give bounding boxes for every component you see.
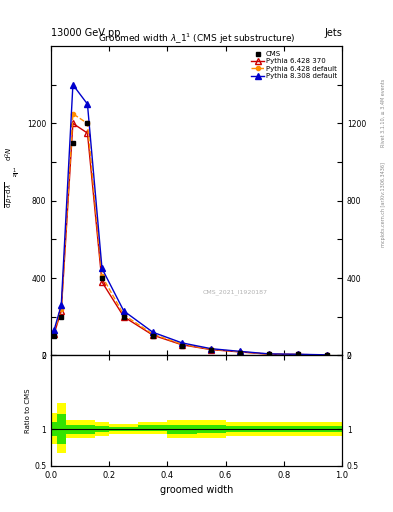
Pythia 6.428 370 bbox=[59, 308, 64, 314]
Text: CMS_2021_I1920187: CMS_2021_I1920187 bbox=[202, 290, 267, 295]
Line: Pythia 6.428 370: Pythia 6.428 370 bbox=[51, 121, 330, 358]
Pythia 6.428 370 bbox=[296, 351, 301, 357]
Pythia 8.308 default bbox=[238, 348, 242, 354]
Pythia 6.428 370 bbox=[85, 130, 90, 136]
Text: $\mathrm{d}^2N$: $\mathrm{d}^2N$ bbox=[4, 146, 15, 161]
Pythia 8.308 default bbox=[296, 351, 301, 357]
Pythia 6.428 default bbox=[100, 273, 105, 279]
CMS bbox=[85, 120, 90, 126]
CMS bbox=[325, 352, 330, 358]
Line: Pythia 8.308 default: Pythia 8.308 default bbox=[51, 82, 330, 358]
Pythia 8.308 default bbox=[59, 302, 64, 308]
Pythia 6.428 default bbox=[121, 312, 126, 318]
Legend: CMS, Pythia 6.428 370, Pythia 6.428 default, Pythia 8.308 default: CMS, Pythia 6.428 370, Pythia 6.428 defa… bbox=[250, 50, 338, 80]
Pythia 8.308 default bbox=[325, 352, 330, 358]
CMS bbox=[151, 333, 155, 339]
Pythia 6.428 370 bbox=[51, 331, 56, 337]
Pythia 8.308 default bbox=[180, 340, 184, 346]
Pythia 8.308 default bbox=[51, 327, 56, 333]
Pythia 6.428 default bbox=[59, 306, 64, 312]
Pythia 8.308 default bbox=[71, 82, 75, 88]
Pythia 6.428 370 bbox=[100, 279, 105, 285]
Y-axis label: Ratio to CMS: Ratio to CMS bbox=[25, 389, 31, 433]
Pythia 8.308 default bbox=[121, 308, 126, 314]
Pythia 6.428 default bbox=[85, 120, 90, 126]
CMS bbox=[71, 140, 75, 146]
Pythia 6.428 370 bbox=[267, 351, 272, 357]
Text: $\overline{\mathrm{d}\,p_T\,\mathrm{d}\,\lambda}$: $\overline{\mathrm{d}\,p_T\,\mathrm{d}\,… bbox=[4, 182, 15, 207]
Pythia 6.428 370 bbox=[238, 349, 242, 355]
Pythia 6.428 default bbox=[209, 346, 213, 352]
Text: Rivet 3.1.10, ≥ 3.4M events: Rivet 3.1.10, ≥ 3.4M events bbox=[381, 78, 386, 147]
Pythia 6.428 default bbox=[296, 351, 301, 357]
Line: Pythia 6.428 default: Pythia 6.428 default bbox=[52, 112, 329, 357]
Pythia 8.308 default bbox=[85, 101, 90, 107]
Text: $\frac{1}{N}$: $\frac{1}{N}$ bbox=[12, 167, 17, 181]
Pythia 8.308 default bbox=[100, 265, 105, 271]
CMS bbox=[100, 275, 105, 281]
CMS bbox=[209, 347, 213, 353]
Line: CMS: CMS bbox=[52, 121, 329, 357]
Pythia 6.428 default bbox=[71, 111, 75, 117]
Text: Jets: Jets bbox=[324, 28, 342, 38]
Text: 13000 GeV pp: 13000 GeV pp bbox=[51, 28, 121, 38]
Pythia 6.428 370 bbox=[325, 352, 330, 358]
CMS bbox=[59, 314, 64, 320]
Pythia 6.428 370 bbox=[151, 332, 155, 338]
Text: mcplots.cern.ch [arXiv:1306.3436]: mcplots.cern.ch [arXiv:1306.3436] bbox=[381, 162, 386, 247]
Pythia 6.428 default bbox=[325, 352, 330, 358]
CMS bbox=[267, 351, 272, 357]
Pythia 6.428 default bbox=[180, 341, 184, 347]
CMS bbox=[238, 350, 242, 356]
CMS bbox=[51, 333, 56, 339]
CMS bbox=[180, 343, 184, 349]
X-axis label: groomed width: groomed width bbox=[160, 485, 233, 495]
Pythia 6.428 default bbox=[151, 331, 155, 337]
Pythia 6.428 370 bbox=[209, 347, 213, 353]
CMS bbox=[121, 314, 126, 320]
CMS bbox=[296, 351, 301, 357]
Pythia 6.428 default bbox=[51, 329, 56, 335]
Title: Groomed width $\lambda$_1$^1$ (CMS jet substructure): Groomed width $\lambda$_1$^1$ (CMS jet s… bbox=[98, 32, 295, 46]
Pythia 6.428 370 bbox=[121, 314, 126, 320]
Pythia 6.428 default bbox=[267, 351, 272, 357]
Pythia 6.428 370 bbox=[71, 120, 75, 126]
Pythia 6.428 370 bbox=[180, 342, 184, 348]
Pythia 8.308 default bbox=[267, 351, 272, 357]
Pythia 8.308 default bbox=[151, 329, 155, 335]
Pythia 8.308 default bbox=[209, 346, 213, 352]
Pythia 6.428 default bbox=[238, 349, 242, 355]
